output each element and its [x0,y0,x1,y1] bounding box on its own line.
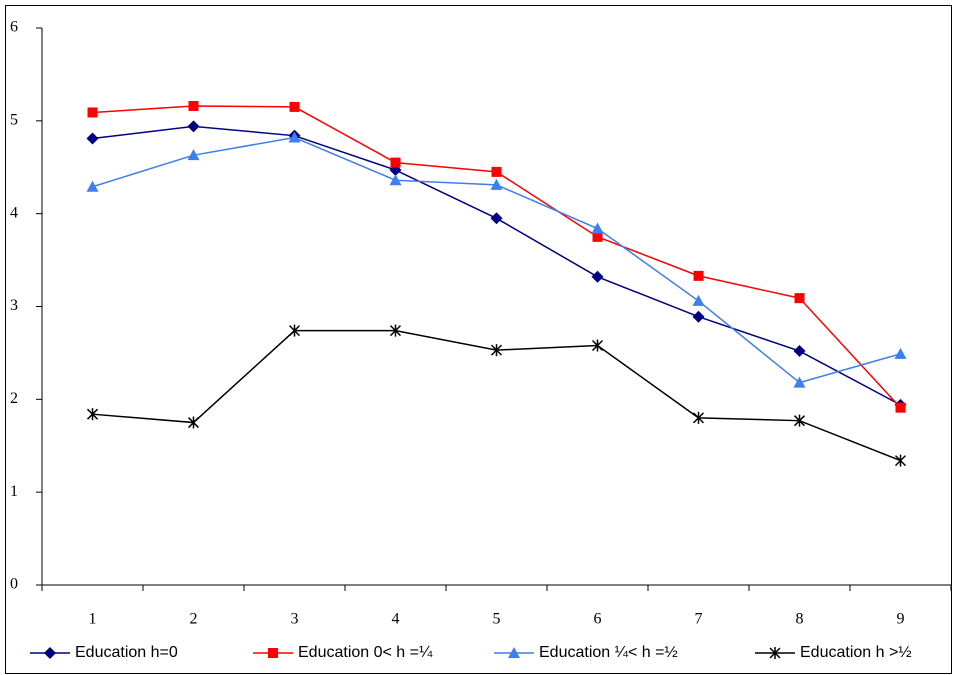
marker [490,212,503,225]
x-tick-label: 2 [190,611,198,628]
marker [894,454,907,467]
marker [591,270,604,283]
x-tick-label: 5 [493,611,501,628]
marker [592,231,603,242]
marker [508,647,520,658]
x-tick-label: 4 [392,611,400,628]
x-tick-label: 7 [695,611,703,628]
marker [490,178,503,190]
marker [793,376,806,388]
marker [692,411,705,424]
x-tick-label: 3 [291,611,299,628]
marker [491,166,502,177]
marker [793,414,806,427]
x-tick-label: 6 [594,611,602,628]
marker [769,647,781,659]
marker [490,344,503,357]
y-tick-label: 4 [10,204,18,221]
marker [389,324,402,337]
legend-label: Education h >½ [800,644,912,661]
marker [187,120,200,133]
y-tick-label: 0 [10,576,18,593]
marker [86,408,99,421]
y-tick-label: 5 [10,112,18,129]
marker [389,174,402,186]
legend-label: Education h=0 [75,644,178,661]
marker [692,294,705,306]
marker [86,132,99,145]
marker [187,416,200,429]
marker [692,310,705,323]
marker [793,345,806,358]
frame [5,5,952,674]
y-tick-label: 1 [10,483,18,500]
marker [288,131,301,143]
marker [187,149,200,161]
y-tick-label: 3 [10,297,18,314]
legend-label: Education 0< h =¼ [298,644,433,661]
marker [188,100,199,111]
marker [693,270,704,281]
marker [87,107,98,118]
marker [794,293,805,304]
marker [894,347,907,359]
y-tick-label: 2 [10,390,18,407]
marker [895,402,906,413]
x-tick-label: 8 [796,611,804,628]
y-tick-label: 6 [10,19,18,36]
marker [86,180,99,192]
x-tick-label: 9 [897,611,905,628]
x-tick-label: 1 [89,611,97,628]
marker [44,647,56,659]
marker [288,324,301,337]
marker [268,648,278,658]
legend-label: Education ¼< h =½ [539,644,678,661]
marker [390,157,401,168]
marker [289,101,300,112]
marker [591,222,604,234]
marker [591,339,604,352]
